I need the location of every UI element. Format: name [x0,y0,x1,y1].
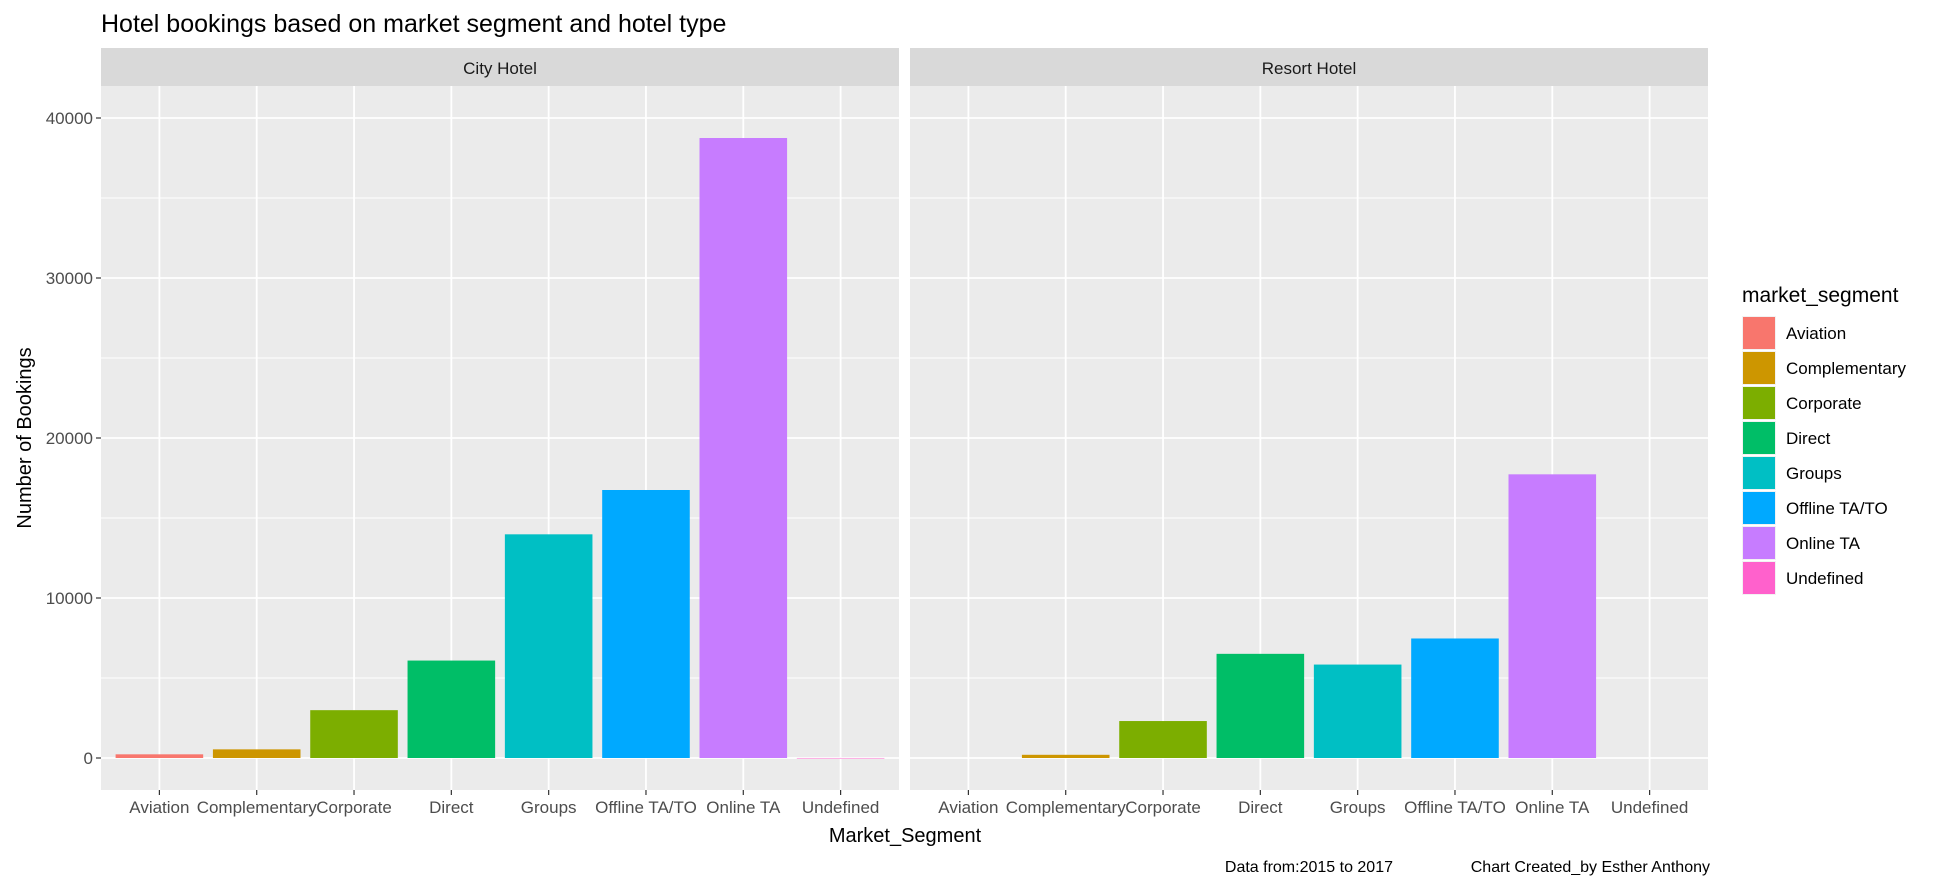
x-tick-label: Groups [521,798,577,817]
legend-swatch [1743,562,1775,594]
legend-label: Direct [1786,429,1831,448]
legend-item: Direct [1742,421,1831,455]
legend-label: Groups [1786,464,1842,483]
y-axis: 0 10000 20000 30000 40000 [46,109,101,768]
legend-swatch [1743,422,1775,454]
x-tick-label: Undefined [1611,798,1689,817]
bar [1021,754,1110,758]
x-tick-label: Direct [1238,798,1283,817]
x-tick-label: Aviation [938,798,998,817]
caption-author: Chart Created_by Esther Anthony [1471,859,1710,876]
legend-label: Corporate [1786,394,1862,413]
legend-label: Undefined [1786,569,1864,588]
bar [1508,474,1597,758]
facet-panel: Resort Hotel Aviation Complementary Corpora… [910,48,1708,817]
legend-swatch [1743,457,1775,489]
bar [212,749,301,758]
legend-item: Undefined [1742,561,1864,595]
x-axis-title: Market_Segment [829,825,982,847]
y-tick-label: 10000 [46,589,93,608]
x-tick-label: Corporate [316,798,392,817]
bar [602,490,690,758]
bar [1313,664,1402,758]
y-tick-label: 20000 [46,429,93,448]
facet-strip-label: Resort Hotel [1262,59,1356,78]
facet-strip [101,48,899,86]
x-tick-label: Online TA [1515,798,1590,817]
x-tick-label: Complementary [1006,798,1126,817]
x-tick-label: Offline TA/TO [595,798,697,817]
bar [699,138,788,758]
x-tick-label: Aviation [129,798,189,817]
legend-item: Corporate [1742,386,1862,420]
legend-item: Complementary [1742,351,1906,385]
x-tick-label: Groups [1330,798,1386,817]
facet-strip-label: City Hotel [463,59,537,78]
bar [1411,638,1499,758]
legend-label: Complementary [1786,359,1906,378]
x-tick-label: Direct [429,798,474,817]
facet-strip [910,48,1708,86]
legend-swatch [1743,317,1775,349]
bar [1119,721,1207,758]
y-tick-label: 40000 [46,109,93,128]
caption-data-range: Data from:2015 to 2017 [1225,859,1393,876]
chart-title: Hotel bookings based on market segment a… [101,10,726,38]
legend-label: Offline TA/TO [1786,499,1888,518]
legend-swatch [1743,527,1775,559]
legend-label: Online TA [1786,534,1861,553]
legend-swatch [1743,352,1775,384]
legend-label: Aviation [1786,324,1846,343]
x-tick-label: Complementary [197,798,317,817]
legend-swatch [1743,492,1775,524]
bar [504,534,593,758]
legend-swatch [1743,387,1775,419]
y-tick-label: 0 [84,749,93,768]
x-tick-label: Offline TA/TO [1404,798,1506,817]
x-tick-label: Undefined [802,798,880,817]
x-tick-label: Online TA [706,798,781,817]
legend-title: market_segment [1742,284,1899,307]
y-axis-title: Number of Bookings [14,347,36,528]
facet-panel: City Hotel Aviation Complementary Corporate… [101,48,899,817]
bar [115,754,204,758]
legend-item: Offline TA/TO [1742,491,1888,525]
bar [407,660,496,758]
bar [796,757,885,759]
legend-item: Groups [1742,456,1842,490]
legend: market_segment Aviation Complementary Corp… [1742,284,1906,595]
y-tick-label: 30000 [46,269,93,288]
legend-item: Aviation [1742,316,1846,350]
legend-item: Online TA [1742,526,1861,560]
bar [1216,653,1305,758]
legend-items: Aviation Complementary Corporate Direct Grou… [1742,316,1906,595]
x-tick-label: Corporate [1125,798,1201,817]
bar [310,710,398,758]
